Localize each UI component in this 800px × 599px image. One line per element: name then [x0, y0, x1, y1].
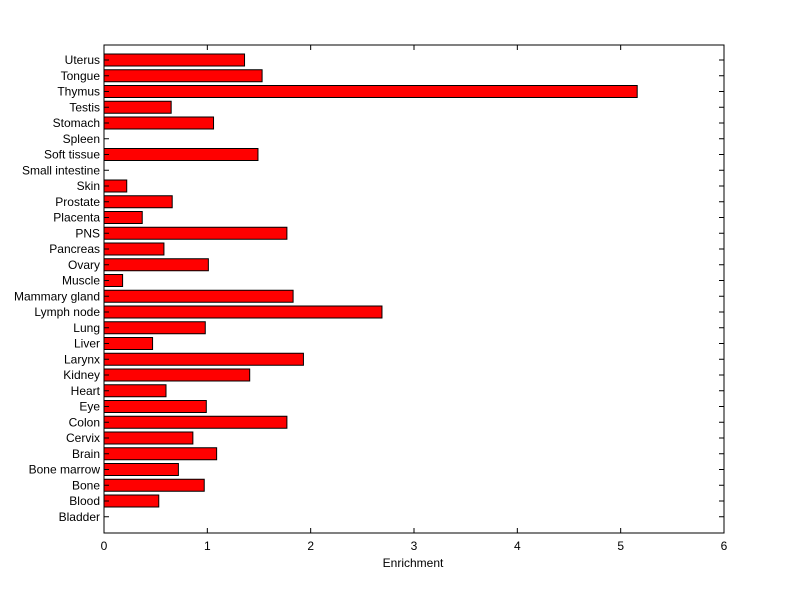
bar-kidney: [103, 368, 251, 382]
category-label: Placenta: [53, 211, 100, 225]
bar-thymus: [103, 85, 638, 98]
bar-brain: [103, 447, 218, 461]
bar-bone: [103, 478, 205, 492]
category-label: Spleen: [63, 132, 100, 146]
category-label: Uterus: [65, 53, 100, 67]
x-tick-label: 1: [204, 539, 211, 553]
bar-placenta: [103, 211, 143, 224]
category-label: Liver: [74, 337, 100, 351]
category-label: Thymus: [57, 85, 100, 99]
category-label: Eye: [79, 400, 100, 414]
bar-bone-marrow: [103, 463, 179, 476]
bar-blood: [103, 494, 160, 508]
category-label: Prostate: [55, 195, 100, 209]
bar-pns: [103, 226, 288, 240]
bar-tongue: [103, 69, 263, 83]
x-tick-label: 0: [101, 539, 108, 553]
x-axis-label: Enrichment: [383, 556, 444, 570]
category-label: Kidney: [63, 368, 100, 382]
category-label: Small intestine: [22, 163, 100, 177]
bar-ovary: [103, 258, 209, 272]
bar-prostate: [103, 195, 173, 209]
bar-testis: [103, 100, 172, 114]
x-tick-label: 2: [307, 539, 314, 553]
category-label: Stomach: [53, 116, 100, 130]
bar-colon: [103, 415, 288, 429]
category-label: Brain: [72, 447, 100, 461]
category-label: Skin: [77, 179, 100, 193]
bars-group: [103, 53, 638, 508]
category-label: Tongue: [61, 69, 101, 83]
x-tick-label: 4: [514, 539, 521, 553]
category-label: PNS: [75, 226, 100, 240]
x-tick-label: 5: [617, 539, 624, 553]
x-tick-label: 3: [411, 539, 418, 553]
category-label: Bone marrow: [29, 463, 101, 477]
category-label: Ovary: [68, 258, 100, 272]
bar-soft-tissue: [103, 148, 259, 161]
category-label: Larynx: [64, 352, 100, 366]
category-label: Bone: [72, 478, 100, 492]
bar-lymph-node: [103, 305, 383, 319]
category-label: Heart: [71, 384, 101, 398]
bar-lung: [103, 321, 206, 335]
bar-eye: [103, 400, 207, 413]
bar-larynx: [103, 352, 304, 366]
bar-stomach: [103, 116, 215, 130]
category-label: Soft tissue: [44, 148, 100, 162]
x-axis-ticks: 0 1 2 3 4 5 6: [101, 45, 728, 553]
bar-heart: [103, 384, 167, 398]
category-label: Mammary gland: [14, 289, 100, 303]
category-label: Lung: [73, 321, 100, 335]
bar-mammary-gland: [103, 289, 294, 303]
category-label: Muscle: [62, 274, 100, 288]
category-label: Testis: [69, 100, 100, 114]
bar-cervix: [103, 431, 194, 445]
bar-pancreas: [103, 242, 165, 256]
category-label: Blood: [69, 494, 100, 508]
category-label: Pancreas: [49, 242, 100, 256]
bar-liver: [103, 337, 154, 350]
category-label: Lymph node: [34, 305, 100, 319]
x-tick-label: 6: [721, 539, 728, 553]
bar-uterus: [103, 53, 246, 67]
category-label: Cervix: [66, 431, 100, 445]
category-label: Bladder: [59, 510, 100, 524]
category-label: Colon: [69, 415, 100, 429]
